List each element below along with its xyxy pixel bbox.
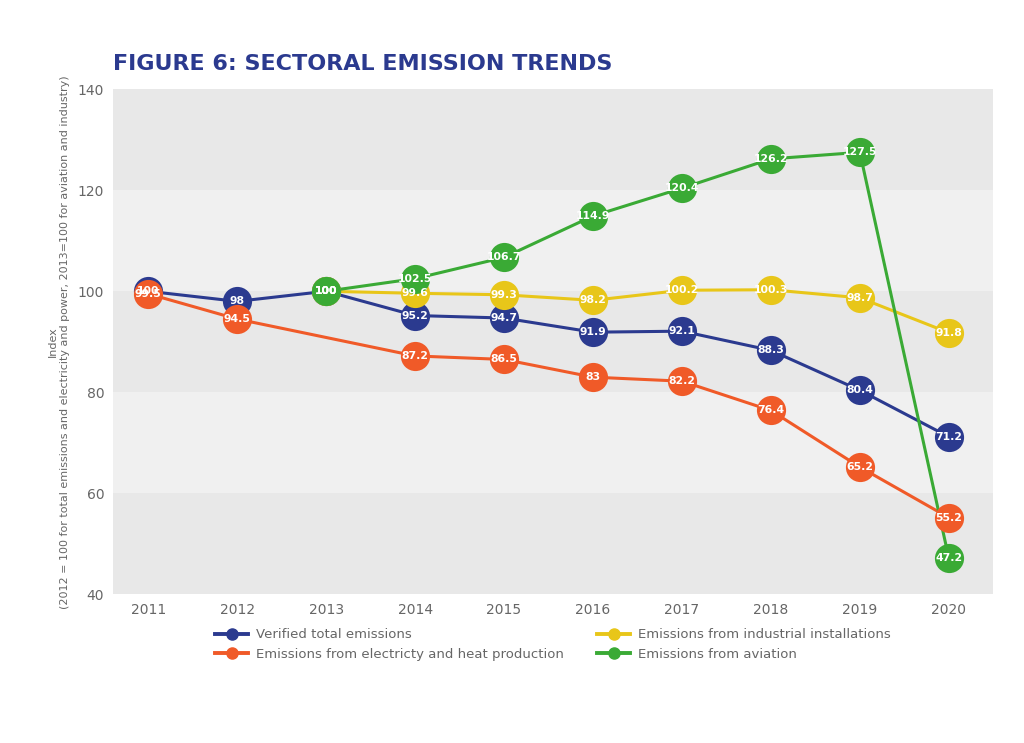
- Bar: [113, 493, 993, 594]
- Text: 83: 83: [586, 372, 600, 382]
- Y-axis label: Index
(2012 = 100 for total emissions and electricity and power, 2013=100 for av: Index (2012 = 100 for total emissions an…: [48, 75, 70, 609]
- Text: FIGURE 6: SECTORAL EMISSION TRENDS: FIGURE 6: SECTORAL EMISSION TRENDS: [113, 53, 612, 74]
- Text: 94.5: 94.5: [223, 314, 251, 324]
- Text: 99.6: 99.6: [401, 288, 428, 298]
- Text: 100.2: 100.2: [665, 285, 699, 295]
- Text: 91.8: 91.8: [936, 328, 963, 337]
- Text: 100: 100: [137, 286, 160, 296]
- Text: 127.5: 127.5: [843, 147, 878, 158]
- Bar: [113, 392, 993, 493]
- Text: 47.2: 47.2: [935, 553, 963, 563]
- Text: 91.9: 91.9: [580, 327, 606, 337]
- Text: 92.1: 92.1: [669, 326, 695, 336]
- Bar: [113, 291, 993, 392]
- Text: 94.7: 94.7: [490, 313, 517, 323]
- Text: 106.7: 106.7: [486, 253, 521, 262]
- Text: 98.2: 98.2: [580, 296, 606, 305]
- Text: 99.5: 99.5: [135, 289, 162, 299]
- Text: 55.2: 55.2: [935, 513, 963, 522]
- Bar: [113, 89, 993, 190]
- Text: 120.4: 120.4: [665, 184, 699, 193]
- Legend: Verified total emissions, Emissions from electricty and heat production, Emissio: Verified total emissions, Emissions from…: [210, 623, 896, 666]
- Text: 87.2: 87.2: [401, 351, 429, 361]
- Text: 82.2: 82.2: [669, 376, 695, 386]
- Text: 99.3: 99.3: [490, 290, 517, 299]
- Text: 80.4: 80.4: [847, 386, 873, 395]
- Text: 65.2: 65.2: [847, 462, 873, 472]
- Text: 100: 100: [314, 286, 337, 296]
- Text: 114.9: 114.9: [575, 211, 610, 221]
- Text: 100: 100: [314, 286, 337, 296]
- Text: 76.4: 76.4: [758, 406, 784, 415]
- Text: 102.5: 102.5: [398, 273, 432, 284]
- Text: 100: 100: [314, 286, 337, 296]
- Bar: [113, 190, 993, 291]
- Text: 71.2: 71.2: [935, 432, 963, 442]
- Text: 86.5: 86.5: [490, 354, 517, 365]
- Text: 98: 98: [229, 296, 245, 306]
- Text: 98.7: 98.7: [847, 293, 873, 303]
- Text: 95.2: 95.2: [401, 311, 428, 320]
- Text: 100.3: 100.3: [754, 285, 788, 295]
- Text: 126.2: 126.2: [754, 154, 788, 164]
- Text: 88.3: 88.3: [758, 345, 784, 355]
